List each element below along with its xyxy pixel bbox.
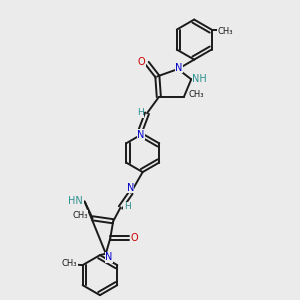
Text: CH₃: CH₃	[73, 211, 88, 220]
Text: O: O	[131, 233, 139, 243]
Text: N: N	[176, 63, 183, 73]
Text: O: O	[138, 57, 146, 67]
Text: H: H	[137, 108, 144, 117]
Text: NH: NH	[192, 74, 207, 84]
Text: CH₃: CH₃	[188, 90, 204, 99]
Text: N: N	[127, 183, 134, 193]
Text: CH₃: CH₃	[61, 259, 77, 268]
Text: H: H	[124, 202, 130, 211]
Text: HN: HN	[68, 196, 83, 206]
Text: N: N	[137, 130, 145, 140]
Text: CH₃: CH₃	[217, 26, 233, 35]
Text: N: N	[105, 252, 112, 262]
